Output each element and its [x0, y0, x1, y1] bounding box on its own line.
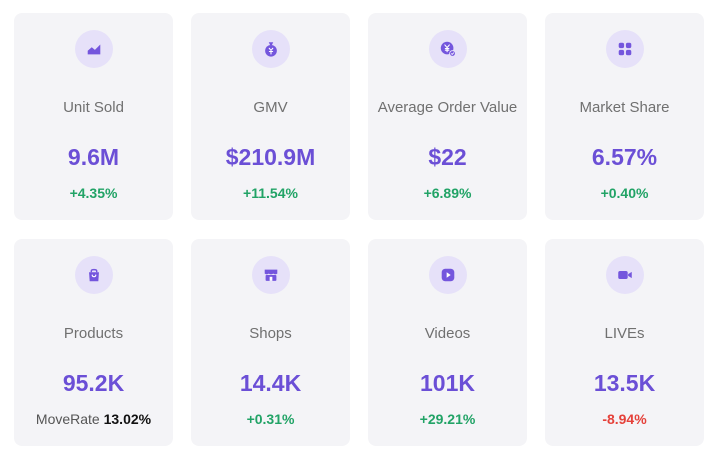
metric-change: +4.35% [69, 185, 118, 201]
grid-apps-icon [605, 30, 644, 68]
shopping-bag-icon [74, 256, 113, 294]
metric-value: $22 [428, 144, 467, 170]
yen-coin-icon [428, 30, 467, 68]
money-bag-icon [251, 30, 290, 68]
metric-card-products: Products 95.2K MoveRate 13.02% [14, 239, 173, 446]
metrics-grid: Unit Sold 9.6M +4.35% GMV $210.9M +11.54… [14, 13, 704, 446]
metric-change: +0.31% [246, 411, 295, 427]
metric-label: Average Order Value [377, 99, 518, 116]
metric-label: Unit Sold [63, 99, 124, 116]
metric-change: -8.94% [602, 411, 647, 427]
metric-label: Market Share [579, 99, 670, 116]
metric-change: +11.54% [243, 185, 298, 201]
move-rate-label: MoveRate [35, 411, 100, 427]
metric-label: GMV [253, 99, 288, 116]
video-camera-icon [605, 256, 644, 294]
metric-value: 6.57% [591, 144, 658, 170]
metric-value: $210.9M [225, 144, 316, 170]
metric-card-shops: Shops 14.4K +0.31% [191, 239, 350, 446]
metric-card-gmv: GMV $210.9M +11.54% [191, 13, 350, 220]
metric-label: Videos [424, 325, 471, 342]
metric-change: +29.21% [419, 411, 476, 427]
metric-value: 101K [420, 370, 475, 396]
metric-value: 13.5K [593, 370, 656, 396]
metric-value: 95.2K [62, 370, 125, 396]
move-rate: MoveRate 13.02% [14, 410, 173, 428]
storefront-icon [251, 256, 290, 294]
move-rate-value: 13.02% [103, 411, 152, 427]
metric-card-market-share: Market Share 6.57% +0.40% [545, 13, 704, 220]
metric-label: Shops [249, 325, 292, 342]
play-video-icon [428, 256, 467, 294]
trend-chart-icon [74, 30, 113, 68]
metric-value: 9.6M [67, 144, 120, 170]
metric-change: +0.40% [600, 185, 649, 201]
metric-card-unit-sold: Unit Sold 9.6M +4.35% [14, 13, 173, 220]
metric-card-lives: LIVEs 13.5K -8.94% [545, 239, 704, 446]
metric-label: Products [63, 325, 124, 342]
metric-label: LIVEs [604, 325, 645, 342]
metric-card-average-order-value: Average Order Value $22 +6.89% [368, 13, 527, 220]
metric-value: 14.4K [239, 370, 302, 396]
metric-card-videos: Videos 101K +29.21% [368, 239, 527, 446]
metric-change: +6.89% [423, 185, 472, 201]
